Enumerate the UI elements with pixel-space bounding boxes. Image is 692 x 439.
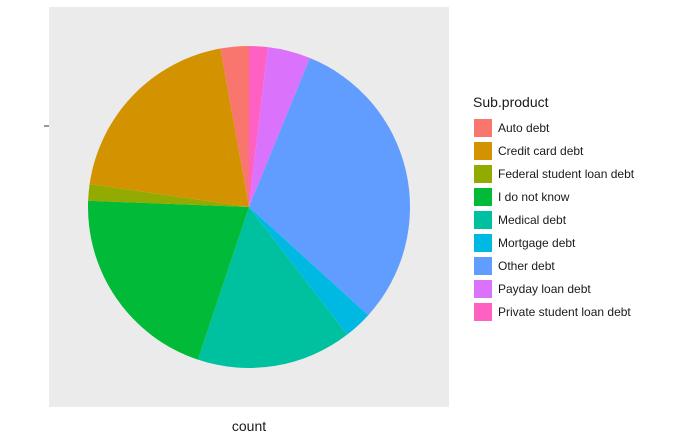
legend-label: Mortgage debt bbox=[498, 235, 576, 250]
legend-item: Medical debt bbox=[473, 208, 634, 231]
legend-label: Auto debt bbox=[498, 120, 550, 135]
pie-slice-i-do-not-know bbox=[88, 200, 250, 360]
legend-label: Payday loan debt bbox=[498, 281, 591, 296]
pie-slice-medical-debt bbox=[197, 207, 348, 369]
legend-item: Auto debt bbox=[473, 116, 634, 139]
legend-key bbox=[473, 301, 493, 322]
legend-item: Federal student loan debt bbox=[473, 162, 634, 185]
pie-slice-credit-card-debt bbox=[89, 48, 250, 208]
pie-slice-auto-debt bbox=[220, 46, 249, 207]
legend-label: Private student loan debt bbox=[498, 304, 631, 319]
legend-label: Other debt bbox=[498, 258, 555, 273]
legend-label: I do not know bbox=[498, 189, 570, 204]
legend-item: Private student loan debt bbox=[473, 300, 634, 323]
legend-key bbox=[473, 186, 493, 207]
legend-item: Other debt bbox=[473, 254, 634, 277]
pie-slice-federal-student-loan-debt bbox=[88, 184, 250, 207]
legend-key bbox=[473, 163, 493, 184]
legend-key bbox=[473, 255, 493, 276]
pie-slice-payday-loan-debt bbox=[249, 47, 310, 207]
x-axis-title: count bbox=[231, 418, 267, 434]
legend-key bbox=[473, 278, 493, 299]
legend: Sub.product Auto debt Credit card debt Fed… bbox=[473, 94, 634, 323]
legend-key bbox=[473, 117, 493, 138]
legend-item: I do not know bbox=[473, 185, 634, 208]
legend-item: Mortgage debt bbox=[473, 231, 634, 254]
pie-slice-private-student-loan-debt bbox=[249, 46, 268, 207]
legend-label: Medical debt bbox=[498, 212, 567, 227]
legend-item: Payday loan debt bbox=[473, 277, 634, 300]
legend-key bbox=[473, 232, 493, 253]
legend-label: Credit card debt bbox=[498, 143, 584, 158]
pie-slice-mortgage-debt bbox=[249, 207, 369, 335]
pie-slice-other-debt bbox=[249, 57, 411, 316]
legend-key bbox=[473, 140, 493, 161]
legend-title: Sub.product bbox=[473, 94, 549, 110]
legend-label: Federal student loan debt bbox=[498, 166, 635, 181]
legend-item: Credit card debt bbox=[473, 139, 634, 162]
legend-key bbox=[473, 209, 493, 230]
